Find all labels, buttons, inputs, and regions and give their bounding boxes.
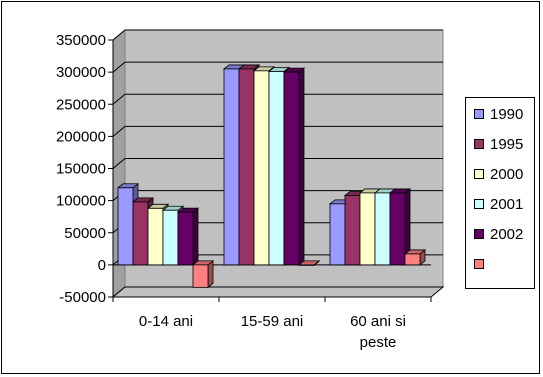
legend-item bbox=[474, 254, 490, 274]
y-tick-label: 150000 bbox=[56, 161, 106, 178]
legend-item: 2000 bbox=[474, 164, 523, 184]
bar bbox=[177, 211, 194, 266]
legend-swatch bbox=[474, 199, 484, 209]
y-tick-label: 50000 bbox=[64, 225, 106, 242]
legend-label: 2001 bbox=[490, 195, 524, 213]
y-tick-label: -50000 bbox=[59, 289, 106, 306]
legend-label: 1995 bbox=[490, 135, 524, 153]
x-tick-label: 60 ani si bbox=[350, 313, 406, 330]
gridline-side bbox=[112, 61, 126, 73]
bar bbox=[223, 68, 240, 266]
legend-swatch bbox=[474, 139, 484, 149]
bar bbox=[147, 207, 164, 266]
y-tick-label: 300000 bbox=[56, 64, 106, 81]
legend-item: 1990 bbox=[474, 104, 523, 124]
bar-side bbox=[192, 207, 199, 266]
legend-item: 1995 bbox=[474, 134, 523, 154]
gridline-side bbox=[112, 29, 126, 41]
y-tick-label: 250000 bbox=[56, 96, 106, 113]
bar bbox=[253, 70, 270, 266]
chart-floor bbox=[111, 286, 445, 298]
y-tick-label: 100000 bbox=[56, 193, 106, 210]
legend-swatch bbox=[474, 169, 484, 179]
gridline-side bbox=[112, 125, 126, 137]
x-tick-label: peste bbox=[360, 334, 397, 351]
legend-label: 2002 bbox=[490, 225, 524, 243]
legend-label: 2000 bbox=[490, 165, 524, 183]
legend-label: 1990 bbox=[490, 105, 524, 123]
bar bbox=[404, 253, 421, 266]
bar-side bbox=[207, 260, 214, 289]
bar bbox=[344, 195, 361, 266]
bar bbox=[374, 192, 391, 266]
bar bbox=[117, 187, 134, 266]
bar bbox=[192, 264, 209, 288]
legend-item: 2002 bbox=[474, 224, 523, 244]
bar bbox=[132, 201, 149, 266]
x-tick-label: 15-59 ani bbox=[241, 313, 304, 330]
x-tick-label: 0-14 ani bbox=[139, 313, 193, 330]
gridline-side bbox=[112, 93, 126, 105]
bar bbox=[389, 192, 406, 266]
bar bbox=[329, 203, 346, 266]
y-tick-label: 0 bbox=[98, 257, 106, 274]
bar bbox=[238, 68, 255, 266]
bar bbox=[162, 209, 179, 266]
y-tick-label: 350000 bbox=[56, 32, 106, 49]
gridline-side bbox=[112, 158, 126, 169]
legend-swatch bbox=[474, 109, 484, 119]
legend-item: 2001 bbox=[474, 194, 523, 214]
y-tick-label: 200000 bbox=[56, 128, 106, 145]
legend-swatch bbox=[474, 229, 484, 239]
bar bbox=[283, 71, 300, 266]
bar-side bbox=[298, 67, 305, 266]
legend-swatch bbox=[474, 259, 484, 269]
bar bbox=[359, 192, 376, 266]
chart-legend: 1990 1995 2000 2001 2002 bbox=[465, 97, 535, 289]
bar bbox=[298, 264, 315, 266]
bar bbox=[268, 71, 285, 266]
